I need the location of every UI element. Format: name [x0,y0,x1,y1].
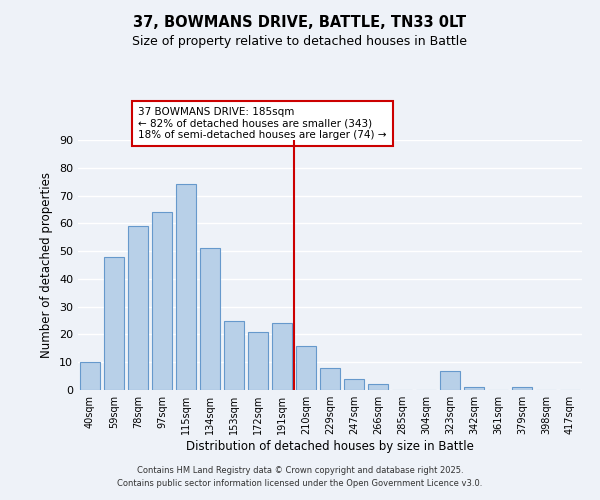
Bar [152,212,172,390]
Text: Contains HM Land Registry data © Crown copyright and database right 2025.
Contai: Contains HM Land Registry data © Crown c… [118,466,482,487]
Bar [296,346,316,390]
Bar [512,387,532,390]
Bar [440,370,460,390]
Bar [344,379,364,390]
X-axis label: Distribution of detached houses by size in Battle: Distribution of detached houses by size … [186,440,474,453]
Bar [200,248,220,390]
Bar [320,368,340,390]
Bar [224,320,244,390]
Bar [248,332,268,390]
Bar [368,384,388,390]
Bar [464,387,484,390]
Bar [104,256,124,390]
Text: Size of property relative to detached houses in Battle: Size of property relative to detached ho… [133,35,467,48]
Bar [272,324,292,390]
Bar [176,184,196,390]
Text: 37, BOWMANS DRIVE, BATTLE, TN33 0LT: 37, BOWMANS DRIVE, BATTLE, TN33 0LT [133,15,467,30]
Y-axis label: Number of detached properties: Number of detached properties [40,172,53,358]
Bar [128,226,148,390]
Bar [80,362,100,390]
Text: 37 BOWMANS DRIVE: 185sqm
← 82% of detached houses are smaller (343)
18% of semi-: 37 BOWMANS DRIVE: 185sqm ← 82% of detach… [138,107,386,140]
